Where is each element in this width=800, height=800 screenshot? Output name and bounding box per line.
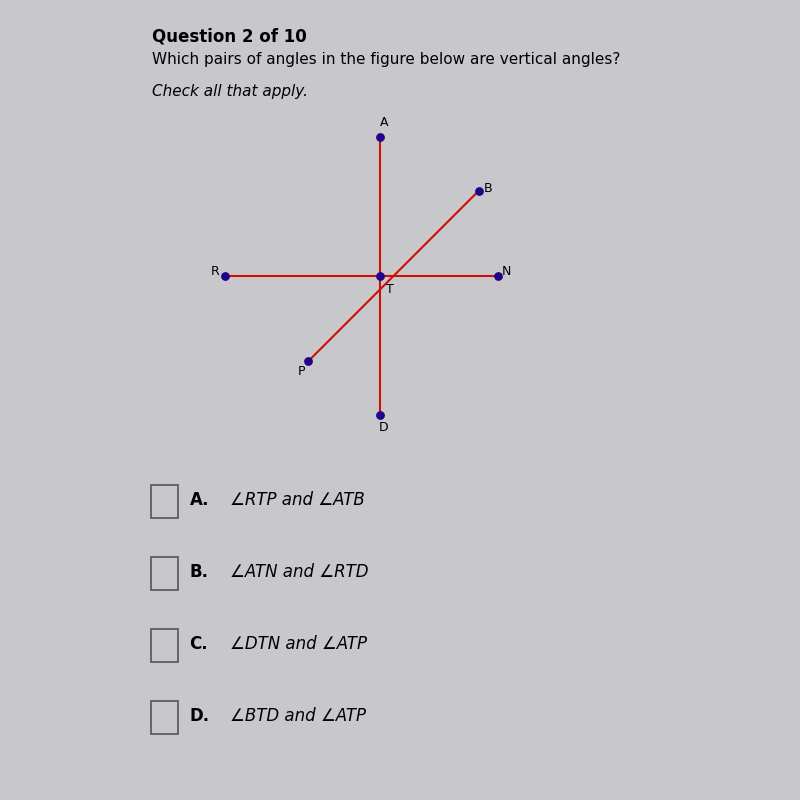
Point	[302, 354, 314, 367]
Text: B.: B.	[190, 563, 209, 581]
Text: B: B	[483, 182, 492, 195]
Text: A: A	[379, 116, 388, 129]
Text: A.: A.	[190, 491, 209, 509]
Point	[218, 270, 231, 282]
Text: P: P	[298, 365, 305, 378]
Point	[492, 270, 505, 282]
Text: C.: C.	[190, 635, 208, 653]
Point	[374, 270, 386, 282]
Text: N: N	[502, 265, 511, 278]
Text: Check all that apply.: Check all that apply.	[152, 84, 308, 99]
Text: ∠DTN and ∠ATP: ∠DTN and ∠ATP	[230, 635, 366, 653]
Text: ∠BTD and ∠ATP: ∠BTD and ∠ATP	[230, 707, 366, 725]
Point	[374, 130, 386, 143]
Point	[374, 409, 386, 422]
Text: ∠ATN and ∠RTD: ∠ATN and ∠RTD	[230, 563, 368, 581]
Text: D.: D.	[190, 707, 210, 725]
Text: ∠RTP and ∠ATB: ∠RTP and ∠ATB	[230, 491, 364, 509]
Text: R: R	[210, 265, 219, 278]
Text: D: D	[379, 421, 389, 434]
Text: Question 2 of 10: Question 2 of 10	[152, 28, 306, 46]
Text: T: T	[386, 283, 394, 296]
Point	[472, 185, 485, 198]
Text: Which pairs of angles in the figure below are vertical angles?: Which pairs of angles in the figure belo…	[152, 52, 620, 67]
